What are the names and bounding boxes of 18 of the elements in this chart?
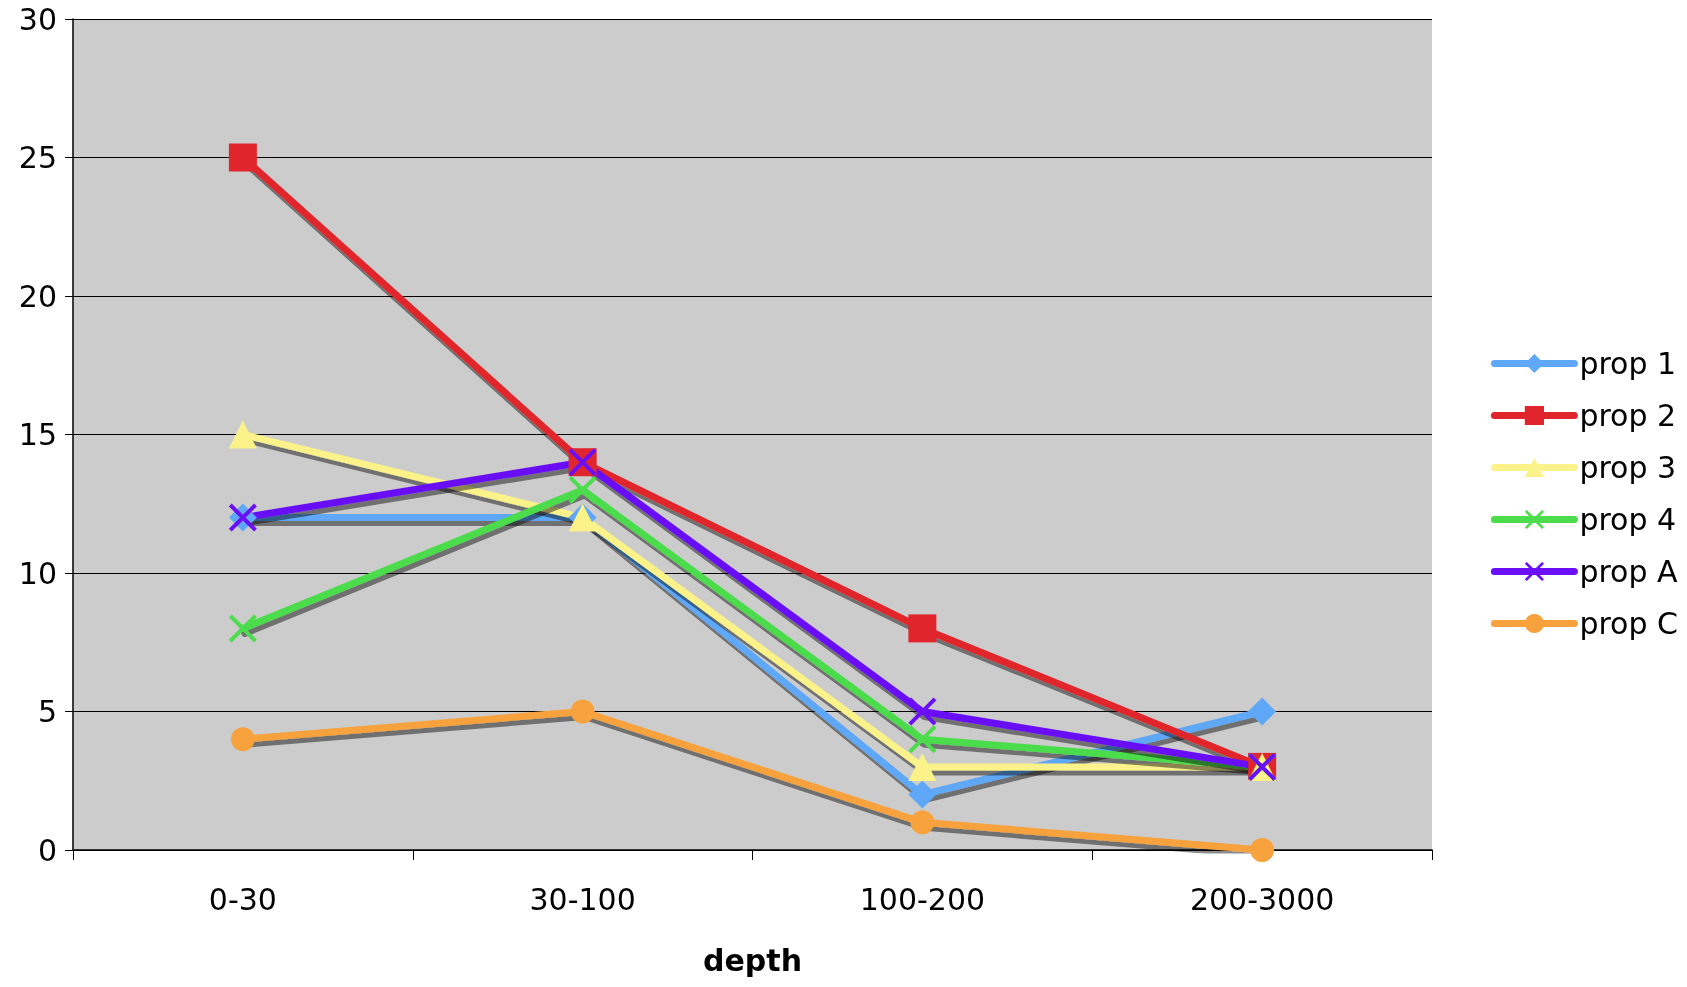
y-tick-label: 30 bbox=[18, 1, 57, 37]
y-tick-label: 20 bbox=[18, 278, 57, 314]
legend-label: prop C bbox=[1579, 606, 1679, 641]
y-tick-label: 5 bbox=[37, 694, 57, 729]
y-tick-label: 25 bbox=[18, 140, 57, 175]
y-tick-label: 10 bbox=[18, 555, 57, 591]
x-tick-label: 30-100 bbox=[529, 881, 636, 917]
x-tick-label: 200-3000 bbox=[1189, 881, 1335, 917]
legend-label: prop 4 bbox=[1579, 502, 1677, 537]
y-tick-label: 15 bbox=[18, 417, 57, 452]
legend-label: prop 1 bbox=[1579, 346, 1677, 381]
legend-label: prop 3 bbox=[1579, 450, 1677, 485]
x-tick-label: 100-200 bbox=[859, 881, 986, 917]
x-axis-title: depth bbox=[703, 942, 802, 978]
x-tick-label: 0-30 bbox=[208, 881, 277, 917]
legend-label: prop A bbox=[1579, 554, 1679, 589]
legend-label: prop 2 bbox=[1579, 398, 1677, 433]
y-tick-label: 0 bbox=[37, 832, 57, 868]
